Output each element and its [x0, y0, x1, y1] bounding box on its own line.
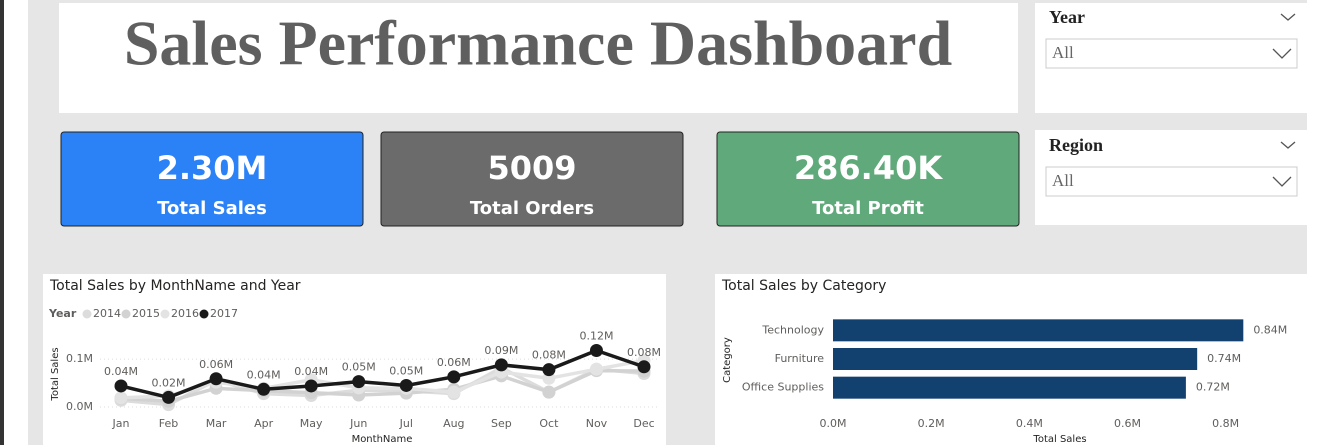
data-label: 0.05M [342, 361, 376, 374]
legend-title: Year [48, 307, 77, 320]
x-axis-label: MonthName [352, 434, 413, 445]
kpi-card [716, 131, 1020, 227]
x-tick-label: Feb [159, 417, 178, 430]
data-point [162, 390, 176, 404]
y-axis-label: Category [722, 337, 733, 383]
bar [833, 376, 1186, 399]
data-label: 0.08M [627, 346, 661, 359]
legend-marker [121, 309, 131, 319]
y-tick-label: Technology [761, 323, 824, 336]
data-point [447, 370, 461, 384]
x-tick-label: Jul [399, 417, 413, 430]
data-point [542, 385, 556, 399]
slicer-value: All [1052, 43, 1074, 62]
x-tick-label: Sep [491, 417, 512, 430]
y-tick-label: 0.1M [66, 352, 93, 365]
collapse-icon[interactable] [1280, 141, 1296, 149]
slicer-label: Region [1049, 135, 1103, 155]
x-tick-label: 0.4M [1016, 417, 1043, 430]
title-box [59, 3, 1018, 113]
data-label: 0.12M [579, 330, 613, 343]
data-point [542, 363, 556, 377]
x-tick-label: May [300, 417, 323, 430]
data-label: 0.74M [1207, 352, 1241, 365]
data-label: 0.09M [484, 344, 518, 357]
data-label: 0.04M [104, 365, 138, 378]
chart-title: Total Sales by Category [721, 278, 886, 294]
kpi-card [60, 131, 364, 227]
data-point [304, 379, 318, 393]
y-tick-label: Office Supplies [742, 381, 824, 394]
x-tick-label: 0.2M [918, 417, 945, 430]
x-tick-label: Oct [539, 417, 559, 430]
x-tick-label: Mar [206, 417, 227, 430]
data-point [447, 385, 461, 399]
data-point [589, 344, 603, 358]
data-point [494, 358, 508, 372]
data-point [589, 362, 603, 376]
legend-marker [160, 309, 170, 319]
data-label: 0.04M [294, 365, 328, 378]
data-label: 0.84M [1253, 323, 1287, 336]
kpi-label: Total Orders [470, 198, 594, 219]
slicer-value: All [1052, 171, 1074, 190]
kpi-value: 286.40K [794, 149, 943, 187]
legend-label: 2014 [93, 307, 121, 320]
kpi-value: 2.30M [157, 149, 268, 187]
x-tick-label: 0.6M [1114, 417, 1141, 430]
kpi-card [380, 131, 684, 227]
data-label: 0.06M [437, 356, 471, 369]
x-tick-label: Apr [254, 417, 274, 430]
line-chart-panel [43, 274, 666, 445]
data-point [637, 360, 651, 374]
y-axis-label: Total Sales [50, 347, 61, 401]
x-tick-label: 0.8M [1212, 417, 1239, 430]
slicer-dropdown[interactable] [1045, 166, 1298, 197]
bar [833, 348, 1198, 370]
slicer-label: Year [1049, 7, 1085, 27]
x-axis-label: Total Sales [1032, 434, 1086, 445]
data-point [257, 382, 271, 396]
kpi-label: Total Profit [812, 198, 924, 219]
series-line [120, 368, 645, 404]
dropdown-icon [1272, 176, 1292, 187]
data-point [352, 375, 366, 389]
series-line [120, 358, 645, 400]
x-tick-label: Jun [349, 417, 367, 430]
data-point [209, 372, 223, 386]
dropdown-icon [1272, 48, 1292, 59]
frame-edge [0, 0, 4, 445]
y-tick-label: Furniture [775, 352, 825, 365]
data-label: 0.02M [152, 376, 186, 389]
data-point [399, 378, 413, 392]
legend-label: 2017 [210, 307, 238, 320]
dashboard-title: Sales Performance Dashboard [124, 8, 952, 79]
data-point [114, 379, 128, 393]
legend-marker [82, 309, 92, 319]
x-tick-label: 0.0M [820, 417, 847, 430]
y-tick-label: 0.0M [66, 400, 93, 413]
legend-marker [199, 309, 209, 319]
bar [833, 319, 1244, 342]
legend-label: 2015 [132, 307, 160, 320]
data-label: 0.04M [247, 368, 281, 381]
x-tick-label: Aug [443, 417, 464, 430]
x-tick-label: Nov [586, 417, 608, 430]
legend-label: 2016 [171, 307, 199, 320]
series-line [120, 348, 645, 400]
chart-title: Total Sales by MonthName and Year [49, 278, 301, 294]
data-label: 0.05M [389, 364, 423, 377]
x-tick-label: Dec [633, 417, 654, 430]
x-tick-label: Jan [112, 417, 130, 430]
data-label: 0.72M [1196, 381, 1230, 394]
kpi-value: 5009 [487, 149, 576, 187]
slicer-dropdown[interactable] [1045, 38, 1298, 69]
data-point [114, 391, 128, 405]
data-label: 0.08M [532, 349, 566, 362]
kpi-label: Total Sales [157, 198, 267, 219]
data-label: 0.06M [199, 358, 233, 371]
collapse-icon[interactable] [1280, 13, 1296, 21]
